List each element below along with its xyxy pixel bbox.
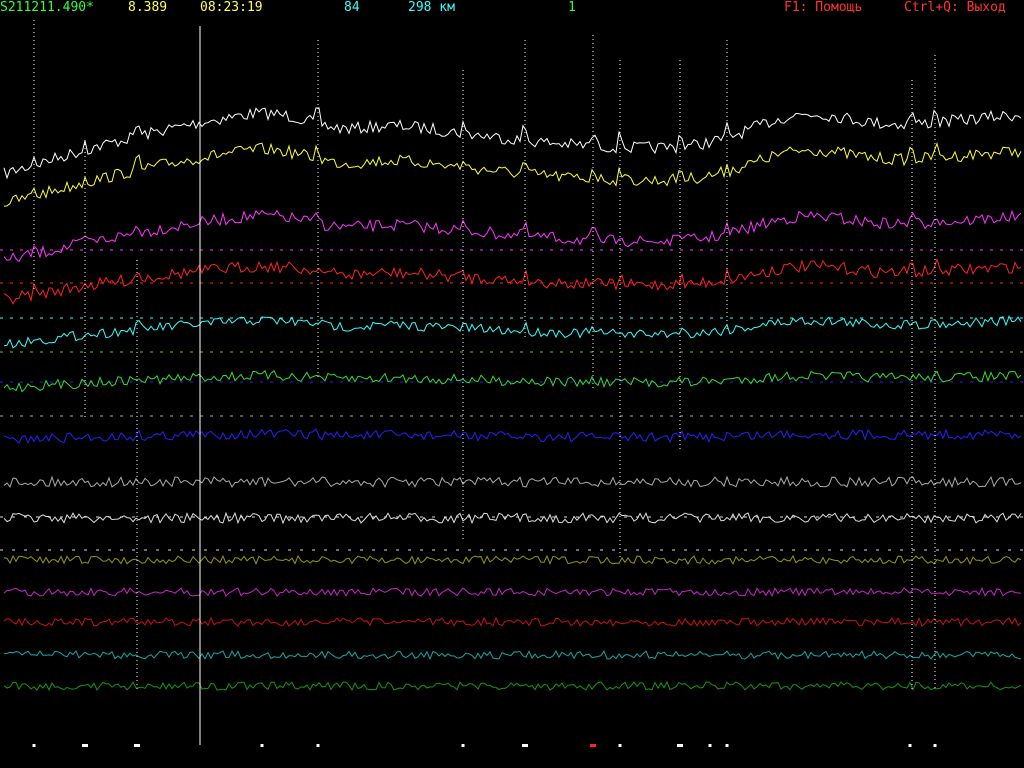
- event-marker[interactable]: [32, 744, 36, 747]
- trace-line: [3, 107, 1022, 180]
- event-marker[interactable]: [316, 744, 320, 747]
- event-marker[interactable]: [461, 744, 465, 747]
- trace-line: [3, 511, 1022, 525]
- trace-line: [3, 428, 1022, 444]
- scale-value: 8.389: [128, 0, 168, 15]
- trace-line: [3, 369, 1022, 393]
- trace-line: [3, 475, 1022, 489]
- event-marker[interactable]: [590, 744, 596, 747]
- event-marker[interactable]: [618, 744, 622, 747]
- event-marker[interactable]: [677, 744, 683, 747]
- trace-line: [3, 650, 1022, 661]
- event-marker[interactable]: [260, 744, 264, 747]
- channel-count: 84: [344, 0, 360, 15]
- trace-line: [3, 257, 1022, 305]
- event-marker[interactable]: [908, 744, 912, 747]
- trace-line: [3, 554, 1022, 566]
- event-marker[interactable]: [522, 744, 528, 747]
- event-marker[interactable]: [82, 744, 88, 747]
- trace-line: [3, 586, 1022, 597]
- quit-hint[interactable]: Ctrl+Q: Выход: [904, 0, 1006, 15]
- event-marker[interactable]: [933, 744, 937, 747]
- event-marker[interactable]: [134, 744, 140, 747]
- trace-line: [3, 141, 1022, 207]
- help-hint[interactable]: F1: Помощь: [784, 0, 863, 15]
- event-marker[interactable]: [725, 744, 729, 747]
- event-marker[interactable]: [708, 744, 712, 747]
- distance-readout: 298 км: [408, 0, 455, 15]
- trace-line: [3, 616, 1022, 628]
- trace-line: [3, 209, 1022, 263]
- file-name: S211211.490*: [0, 0, 94, 15]
- time-readout: 08:23:19: [200, 0, 263, 15]
- trace-line: [3, 680, 1022, 692]
- trace-line: [3, 315, 1022, 349]
- status-bar: S211211.490* 8.389 08:23:19 84 298 км 1 …: [0, 0, 1024, 16]
- page-index: 1: [568, 0, 576, 15]
